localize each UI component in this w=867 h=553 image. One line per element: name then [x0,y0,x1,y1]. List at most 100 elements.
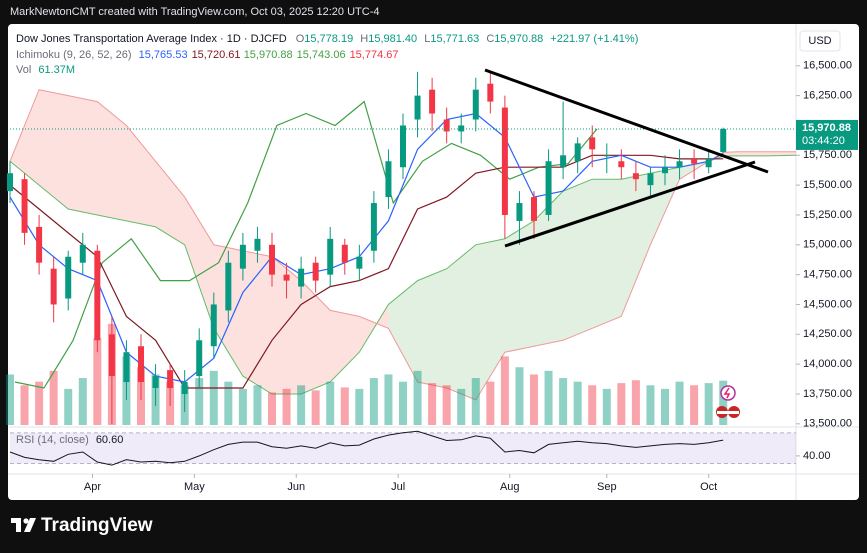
cloud-segment [272,256,302,394]
volume-bar [209,370,218,425]
candle-body [123,352,130,383]
candle-body [239,244,246,269]
volume-bar [530,374,538,425]
y-tick-label: 15,250.00 [803,209,852,221]
volume-bar [399,381,407,425]
trendline-lower [504,160,756,248]
y-tick-label: 16,500.00 [803,60,852,72]
candle-body [720,128,727,152]
candle-body [574,143,581,162]
volume-legend: Vol 61.37M [16,64,75,76]
low-label: L [424,33,430,45]
event-icon-stripe [717,411,739,414]
ichimoku-value: 15,765.53 [139,49,188,61]
ichimoku-value: 15,743.06 [297,49,346,61]
candle-body [370,203,377,251]
ichimoku-legend: Ichimoku (9, 26, 52, 26) 15,765.53 15,720… [16,49,399,61]
candle-body [356,256,363,269]
close-label: C [486,33,494,45]
volume-bar [340,387,349,425]
currency-button[interactable] [799,30,841,52]
y-tick-label: 13,500.00 [803,418,852,430]
candle-body [254,238,261,251]
volume-bar [297,385,306,425]
volume-bar [282,388,291,425]
y-tick-label: 14,500.00 [803,298,852,310]
change-value: +221.97 (+1.41%) [550,33,638,45]
close-value: 15,970.88 [494,33,543,45]
y-tick-label: 16,250.00 [803,90,852,102]
open-value: 15,778.19 [304,33,353,45]
x-tick-label: May [184,481,205,493]
candle-body [691,158,698,164]
y-tick-label: 15,750.00 [803,149,852,161]
candle-body [487,83,494,102]
volume-bar [544,370,553,425]
volume-bar [195,378,204,425]
cloud-segment [737,151,767,156]
volume-bar [78,378,87,425]
volume-bar [413,370,422,425]
cloud-segment [723,151,738,157]
cloud-segment [242,250,272,394]
candle-body [7,173,13,192]
candle-body [21,179,28,233]
volume-bar [631,380,640,425]
y-tick-label: 14,250.00 [803,328,852,340]
rsi-layer: 40.00 [9,430,831,466]
candle-body [429,89,436,114]
lagging-line [14,100,598,389]
volume-bar [617,383,626,425]
candle-body [167,370,174,389]
candle-body [327,238,334,275]
low-value: 15,771.63 [430,33,479,45]
currency[interactable]: USD [808,35,831,47]
countdown: 03:44:20 [802,135,845,147]
candle-body [181,382,188,394]
candle-body [400,125,406,168]
cloud-segment [10,89,40,186]
last-price-label: 15,970.88 [802,122,851,134]
cloud-segment [650,167,680,245]
cloud-segment [475,238,505,400]
volume-bar [268,392,276,425]
candle-body [545,161,552,215]
rsi-legend: RSI (14, close) 60.60 [16,434,123,446]
candle-body [414,95,421,120]
volume-bar [588,385,597,425]
volume-bar [559,378,568,425]
volume-bar [515,367,524,425]
candle-layer [7,71,727,424]
volume-bar [486,381,495,425]
cloud-segment [621,173,651,317]
rsi-value: 60.60 [96,434,124,446]
candle-body [632,173,639,180]
logo-part [23,518,29,524]
earnings-icon[interactable] [720,385,736,401]
y-tick-label: 15,000.00 [803,239,852,251]
volume-bar [384,374,393,425]
volume-bar [238,388,247,425]
candle-body [283,274,290,281]
logo-part [16,518,21,532]
x-tick-label: Jun [287,481,305,493]
legend-row: Dow Jones Transportation Average Index ·… [16,33,638,45]
brand-logo [11,518,36,532]
volume-value: 61.37M [38,64,75,76]
volume-bar [20,385,29,425]
candle-body [65,256,72,299]
volume-bar [64,388,73,425]
candle-body [79,244,86,263]
candle-body [196,340,203,377]
candle-body [516,203,523,221]
volume-bar [719,380,728,425]
cloud-segment [126,125,156,227]
cloud-segment [155,161,185,245]
volume-label: Vol [16,64,31,76]
x-tick-label: Jul [391,481,405,493]
x-tick-label: Aug [500,481,520,493]
volume-bar [573,381,582,425]
candle-body [385,161,392,198]
cloud-segment [446,244,476,400]
